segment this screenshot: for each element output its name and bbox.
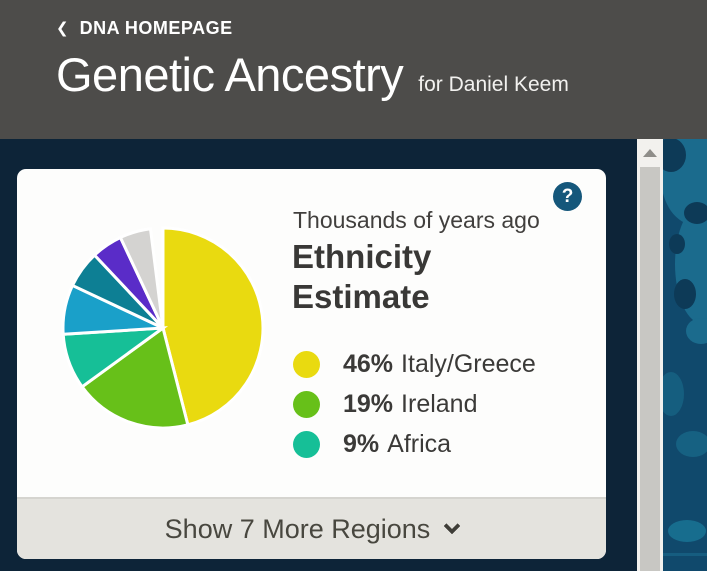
legend-percent: 19%: [343, 389, 394, 418]
vertical-scrollbar-thumb[interactable]: [640, 167, 660, 571]
legend-percent: 9%: [343, 429, 380, 458]
question-mark-icon: ?: [561, 185, 574, 207]
world-map-background: [663, 139, 707, 571]
ethnicity-estimate-card: ? Thousands of years ago Ethnicity Estim…: [17, 169, 606, 559]
pie-slice-italy-greece: [161, 226, 265, 427]
scrollbar-up-button[interactable]: [637, 139, 663, 166]
title-row: Genetic Ancestry for Daniel Keem: [56, 47, 707, 102]
page-title: Genetic Ancestry: [56, 48, 404, 101]
legend-row-africa: 9% Africa: [293, 424, 536, 464]
timeframe-label: Thousands of years ago: [293, 207, 540, 233]
ethnicity-legend: 46% Italy/Greece 19% Ireland 9% Africa: [293, 344, 536, 464]
dna-homepage-back-link[interactable]: ❮ DNA HOMEPAGE: [56, 18, 233, 39]
legend-swatch-africa: [293, 430, 320, 458]
legend-text: 19% Ireland: [343, 390, 478, 419]
help-button[interactable]: ?: [553, 182, 582, 211]
chevron-left-icon: ❮: [56, 20, 69, 37]
pie-slice-ireland: [80, 325, 190, 430]
vertical-scrollbar-track[interactable]: [637, 139, 663, 571]
scrollbar-up-arrow-icon: [643, 148, 657, 157]
legend-swatch-ireland: [293, 390, 320, 418]
pie-slice-region-7: [118, 227, 165, 329]
ethnicity-pie-chart: [61, 226, 265, 430]
show-more-regions-button[interactable]: Show 7 More Regions: [17, 497, 606, 559]
legend-region-name: Ireland: [401, 389, 478, 418]
page-subtitle-owner: for Daniel Keem: [418, 73, 569, 96]
legend-swatch-italy-greece: [293, 350, 320, 378]
legend-text: 9% Africa: [343, 430, 451, 459]
legend-region-name: Italy/Greece: [401, 349, 536, 378]
legend-row-ireland: 19% Ireland: [293, 384, 536, 424]
legend-region-name: Africa: [387, 429, 452, 458]
page-header: ❮ DNA HOMEPAGE Genetic Ancestry for Dani…: [0, 0, 707, 139]
card-body: ? Thousands of years ago Ethnicity Estim…: [17, 169, 606, 497]
card-heading: Ethnicity Estimate: [292, 238, 432, 315]
legend-percent: 46%: [343, 349, 394, 378]
back-link-label: DNA HOMEPAGE: [79, 18, 233, 38]
chevron-down-icon: [443, 517, 461, 535]
legend-row-italy-greece: 46% Italy/Greece: [293, 344, 536, 384]
legend-text: 46% Italy/Greece: [343, 350, 536, 379]
main-area: ? Thousands of years ago Ethnicity Estim…: [0, 139, 707, 571]
show-more-regions-label: Show 7 More Regions: [164, 513, 431, 544]
